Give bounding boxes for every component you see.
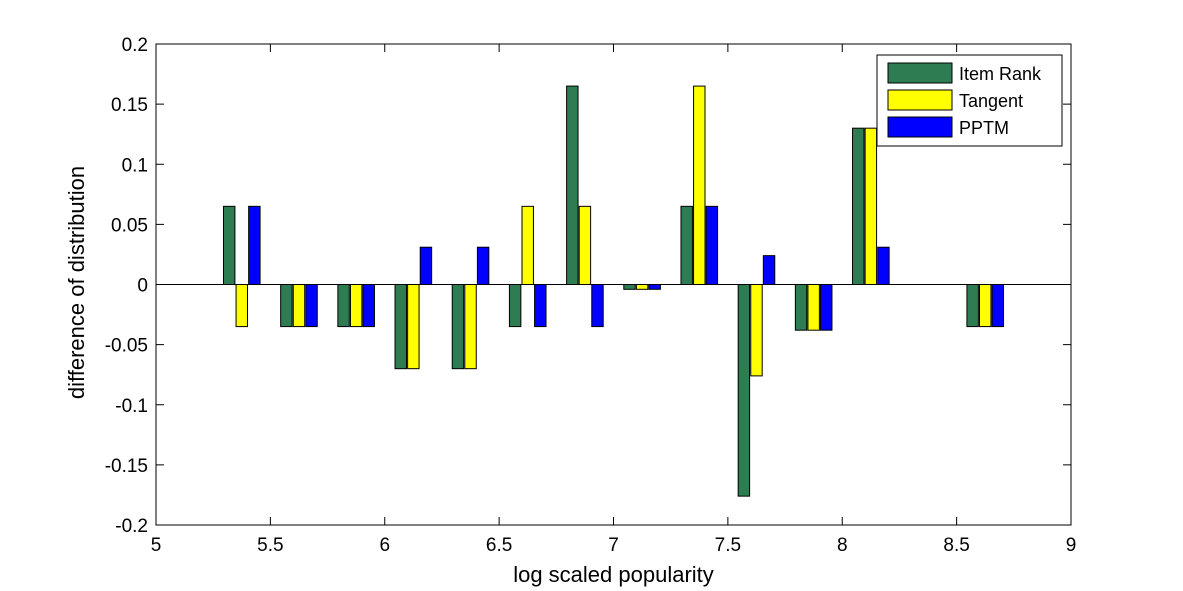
- bar-item-rank: [508, 284, 522, 328]
- bar-tangent: [807, 284, 820, 331]
- bar-tangent: [407, 284, 420, 370]
- y-tick-label: 0.05: [111, 215, 148, 236]
- legend-swatch: [887, 62, 953, 84]
- y-tick-label: -0.05: [105, 336, 148, 357]
- bar-pptm: [705, 205, 719, 285]
- bar-item-rank: [222, 205, 236, 285]
- y-tick-label: 0.1: [122, 155, 148, 176]
- x-tick-label: 6.5: [486, 535, 512, 556]
- y-axis: -0.2 -0.15 -0.1 -0.05 0 0.05 0.1 0.15 0.2: [105, 35, 1071, 537]
- bar-item-rank: [966, 284, 979, 328]
- bar-tangent: [235, 284, 248, 328]
- x-tick-label: 6: [379, 535, 390, 556]
- x-tick-label: 8.5: [943, 535, 969, 556]
- bar-item-rank: [394, 284, 407, 370]
- bar-pptm: [476, 246, 490, 286]
- x-tick-label: 9: [1066, 535, 1077, 556]
- bar-pptm: [591, 284, 604, 328]
- bar-item-rank: [852, 127, 865, 285]
- bar-tangent: [693, 85, 706, 286]
- y-axis-label: difference of distribution: [64, 166, 89, 399]
- legend-swatch: [887, 89, 953, 111]
- bar-pptm: [305, 284, 318, 328]
- y-tick-label: 0.2: [122, 35, 148, 56]
- x-tick-label: 7.5: [715, 535, 741, 556]
- y-tick-label: -0.1: [115, 396, 148, 417]
- bar-tangent: [979, 284, 992, 328]
- bar-tangent: [750, 284, 763, 377]
- bar-tangent: [464, 284, 477, 370]
- x-axis-label: log scaled popularity: [513, 562, 714, 587]
- y-tick-label: -0.15: [105, 456, 148, 477]
- bar-pptm: [362, 284, 375, 328]
- x-tick-label: 5: [151, 535, 162, 556]
- bar-pptm: [991, 284, 1005, 328]
- bar-pptm: [248, 205, 261, 285]
- bar-item-rank: [737, 284, 751, 497]
- bar-pptm: [877, 246, 890, 286]
- bar-tangent: [578, 205, 592, 285]
- legend-swatch: [887, 116, 953, 138]
- bar-tangent: [349, 284, 363, 328]
- legend: Item Rank Tangent PPTM: [876, 54, 1063, 147]
- x-tick-label: 5.5: [257, 535, 283, 556]
- bar-tangent: [521, 205, 534, 285]
- legend-label: PPTM: [959, 118, 1009, 138]
- x-tick-label: 7: [608, 535, 619, 556]
- x-tick-label: 8: [837, 535, 848, 556]
- bar-item-rank: [680, 205, 693, 285]
- x-axis: 5 5.5 6 6.5 7 7.5 8 8.5 9: [151, 44, 1077, 556]
- y-tick-label: -0.2: [115, 516, 148, 537]
- bar-item-rank: [451, 284, 465, 370]
- bar-pptm: [534, 284, 547, 328]
- bar-tangent: [292, 284, 306, 328]
- plot-bars: [222, 85, 1005, 497]
- bar-pptm: [648, 284, 661, 290]
- bar-pptm: [820, 284, 833, 331]
- bar-tangent: [864, 127, 878, 285]
- legend-label: Item Rank: [959, 64, 1042, 84]
- bar-item-rank: [566, 85, 579, 286]
- legend-label: Tangent: [959, 91, 1023, 111]
- bar-item-rank: [337, 284, 350, 328]
- bar-tangent: [635, 284, 649, 290]
- y-tick-label: 0.15: [111, 95, 148, 116]
- bar-item-rank: [623, 284, 636, 290]
- bar-item-rank: [280, 284, 293, 328]
- bar-item-rank: [794, 284, 808, 331]
- bar-pptm: [762, 255, 776, 285]
- y-tick-label: 0: [137, 276, 148, 297]
- bar-pptm: [419, 246, 433, 286]
